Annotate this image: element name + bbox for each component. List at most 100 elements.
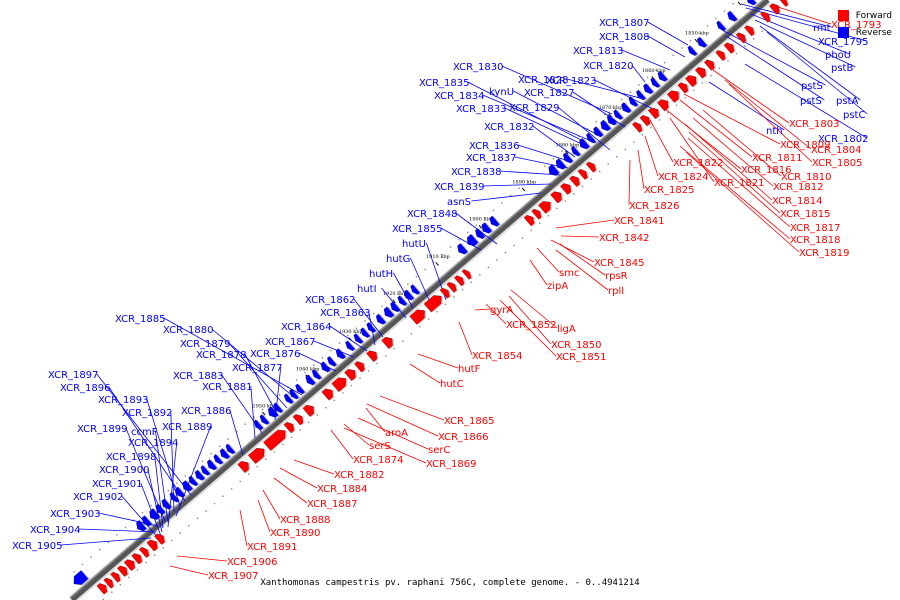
forward-gene-label: XCR_1852 bbox=[506, 320, 557, 331]
ruler-dot bbox=[407, 283, 409, 285]
leader-line bbox=[557, 106, 611, 151]
leader-line bbox=[330, 429, 354, 460]
ruler-dot bbox=[615, 155, 618, 158]
reverse-gene-label: XCR_1864 bbox=[281, 322, 332, 333]
reverse-gene bbox=[727, 10, 739, 22]
reverse-gene bbox=[283, 393, 296, 404]
ruler-dot bbox=[698, 32, 700, 34]
ruler-dot bbox=[107, 541, 110, 544]
ruler-dot bbox=[170, 539, 173, 542]
reverse-gene-label: XCR_1795 bbox=[818, 37, 869, 48]
tick-label: 1900 kbp bbox=[469, 217, 493, 223]
reverse-gene-label: XCR_1883 bbox=[173, 371, 224, 382]
ruler-dot bbox=[261, 408, 264, 411]
reverse-gene bbox=[403, 289, 416, 301]
ruler-dot bbox=[338, 342, 341, 344]
tick-label: 1910 kbp bbox=[426, 254, 450, 260]
forward-gene bbox=[694, 67, 708, 79]
reverse-gene-label: pstC bbox=[843, 110, 865, 121]
forward-swatch bbox=[837, 10, 849, 21]
reverse-gene-label: XCR_1823 bbox=[546, 76, 597, 87]
leader-line bbox=[725, 35, 825, 101]
leader-line bbox=[250, 385, 256, 439]
ruler-dot bbox=[650, 126, 652, 129]
reverse-gene-label: XCR_1828 bbox=[518, 75, 569, 86]
forward-gene bbox=[648, 107, 661, 120]
reverse-gene-label: pstA bbox=[836, 96, 858, 107]
leader-line bbox=[692, 117, 774, 187]
leader-line bbox=[343, 423, 370, 446]
leader-line bbox=[293, 459, 335, 475]
ruler-dot bbox=[222, 495, 224, 497]
ruler-dot bbox=[718, 67, 721, 70]
leader-line bbox=[154, 455, 164, 529]
ruler-dot bbox=[436, 310, 438, 313]
leader-line bbox=[393, 272, 414, 309]
ruler-dot bbox=[359, 377, 361, 379]
reverse-gene-label: XCR_1876 bbox=[250, 349, 301, 360]
ruler-dot bbox=[544, 165, 546, 167]
leader-line bbox=[229, 409, 244, 456]
ruler-dot bbox=[401, 340, 404, 343]
reverse-gene-label: pstS bbox=[801, 81, 823, 92]
reverse-gene bbox=[225, 443, 237, 455]
ruler-dot bbox=[364, 320, 366, 322]
ruler-dot bbox=[205, 510, 207, 512]
forward-gene-label: XCR_1822 bbox=[673, 158, 724, 169]
ruler-dot bbox=[201, 460, 204, 462]
ruler-dot bbox=[723, 10, 726, 12]
ruler-dot bbox=[196, 517, 199, 520]
ruler-dot bbox=[761, 30, 764, 33]
leader-line bbox=[560, 235, 600, 238]
ruler-dot bbox=[398, 290, 401, 293]
forward-gene-label: XCR_1907 bbox=[208, 571, 259, 582]
reverse-gene bbox=[383, 306, 396, 318]
gene-labels: XCR_1807 XCR_1808 XCR_1813 XCR_1820 XCR_1830… bbox=[12, 18, 882, 582]
reverse-gene-label: kynU bbox=[489, 87, 514, 98]
reverse-gene-label: XCR_1833 bbox=[456, 104, 507, 115]
reverse-gene-label: hutH bbox=[369, 269, 393, 280]
reverse-gene-label: XCR_1829 bbox=[509, 103, 560, 114]
leader-line bbox=[536, 247, 560, 273]
reverse-gene-label: pstS bbox=[800, 96, 822, 107]
tick-label: 1880 kbp bbox=[556, 142, 580, 148]
reverse-gene bbox=[219, 448, 232, 460]
forward-gene-label: XCR_1888 bbox=[280, 515, 331, 526]
leader-line bbox=[274, 366, 282, 421]
reverse-gene bbox=[410, 284, 422, 295]
forward-gene bbox=[523, 214, 536, 227]
forward-gene-label: gyrA bbox=[490, 305, 513, 316]
ruler-dot bbox=[667, 111, 669, 114]
forward-gene bbox=[744, 25, 756, 37]
reverse-gene-label: XCR_1893 bbox=[98, 395, 149, 406]
leader-line bbox=[724, 79, 812, 150]
leader-line bbox=[417, 353, 459, 369]
leader-line bbox=[313, 340, 355, 358]
forward-gene-label: zipA bbox=[547, 281, 568, 292]
tick-mark: 1920 kbp bbox=[383, 291, 407, 304]
forward-gene bbox=[461, 269, 473, 280]
reverse-gene-label: phoU bbox=[825, 50, 851, 61]
leader-line bbox=[555, 249, 609, 291]
reverse-gene-label: XCR_1808 bbox=[599, 32, 650, 43]
leader-line bbox=[455, 212, 498, 245]
forward-gene bbox=[439, 287, 452, 299]
reverse-gene-label: XCR_1898 bbox=[106, 452, 157, 463]
leader-line bbox=[440, 227, 482, 251]
reverse-gene bbox=[481, 222, 494, 234]
ruler-dot bbox=[210, 452, 212, 455]
reverse-gene bbox=[213, 454, 225, 465]
forward-gene-label: XCR_1815 bbox=[780, 209, 831, 220]
forward-gene-label: XCR_1866 bbox=[438, 432, 489, 443]
reverse-gene bbox=[267, 406, 280, 418]
ruler-dot bbox=[458, 238, 461, 241]
forward-gene-label: XCR_1803 bbox=[789, 119, 840, 130]
ruler-dot bbox=[479, 274, 481, 276]
forward-gene bbox=[677, 82, 690, 94]
ruler-dot bbox=[658, 119, 661, 121]
leader-line bbox=[513, 90, 601, 137]
leader-line bbox=[410, 257, 431, 303]
reverse-gene bbox=[606, 114, 619, 126]
ruler-dot bbox=[556, 207, 558, 210]
forward-gene bbox=[331, 377, 348, 392]
